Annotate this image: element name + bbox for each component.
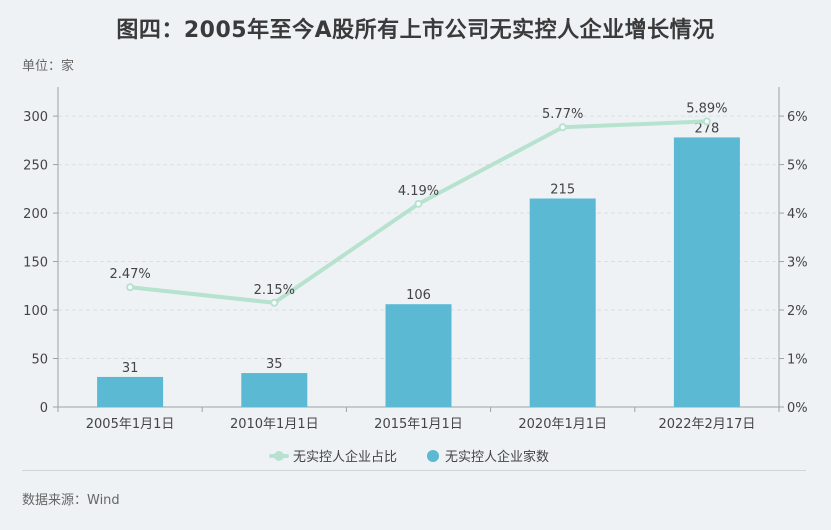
legend-bar-label: 无实控人企业家数 [445,449,549,465]
line-point [270,298,279,307]
line-series [128,119,709,305]
x-tick-label: 2015年1月1日 [374,417,463,432]
line-value-label: 5.89% [686,101,727,116]
bar [385,304,452,407]
left-tick-label: 150 [23,256,48,271]
line-value-label: 2.47% [109,267,150,282]
left-tick-label: 250 [23,159,48,174]
left-tick-label: 300 [23,110,48,125]
bar [529,198,596,407]
line-value-label: 4.19% [398,184,439,199]
right-tick-label: 5% [787,159,808,174]
unit-label: 单位：家 [22,59,75,74]
divider [22,470,806,471]
right-tick-label: 4% [787,207,808,222]
x-tick-label: 2020年1月1日 [518,417,607,432]
chart-canvas: 0 50 100 150 200 250 300 0% 1% 2% 3% 4% 5% 6% 2005年1月1… [23,87,808,465]
bar-value-label: 106 [406,288,431,303]
left-tick-label: 50 [31,353,48,368]
left-tick-label: 100 [23,304,48,319]
x-tick-label: 2005年1月1日 [86,417,175,432]
line-point [414,199,423,208]
bar-value-label: 278 [694,121,719,136]
right-tick-label: 2% [787,304,808,319]
line-point [702,117,711,126]
x-tick-label: 2010年1月1日 [230,417,319,432]
bar-value-label: 215 [550,183,575,198]
right-tick-label: 1% [787,353,808,368]
legend-line-label: 无实控人企业占比 [293,449,397,465]
bar [241,373,308,407]
bar [97,376,164,407]
right-tick-label: 6% [787,110,808,125]
bar [673,137,740,407]
right-tick-label: 0% [787,401,808,416]
source-label: 数据来源：Wind [22,493,120,508]
bar-value-label: 31 [122,361,139,376]
bar-value-label: 35 [266,357,283,372]
line-point [126,283,135,292]
line-value-label: 5.77% [542,107,583,122]
right-tick-label: 3% [787,256,808,271]
legend-bar-marker [427,450,439,462]
line-value-label: 2.15% [254,283,295,298]
left-tick-label: 0 [40,401,48,416]
x-tick-label: 2022年2月17日 [658,417,755,432]
left-tick-label: 200 [23,207,48,222]
chart-title: 图四：2005年至今A股所有上市公司无实控人企业增长情况 [116,18,715,43]
legend-line-marker [274,451,284,461]
line-point [558,123,567,132]
